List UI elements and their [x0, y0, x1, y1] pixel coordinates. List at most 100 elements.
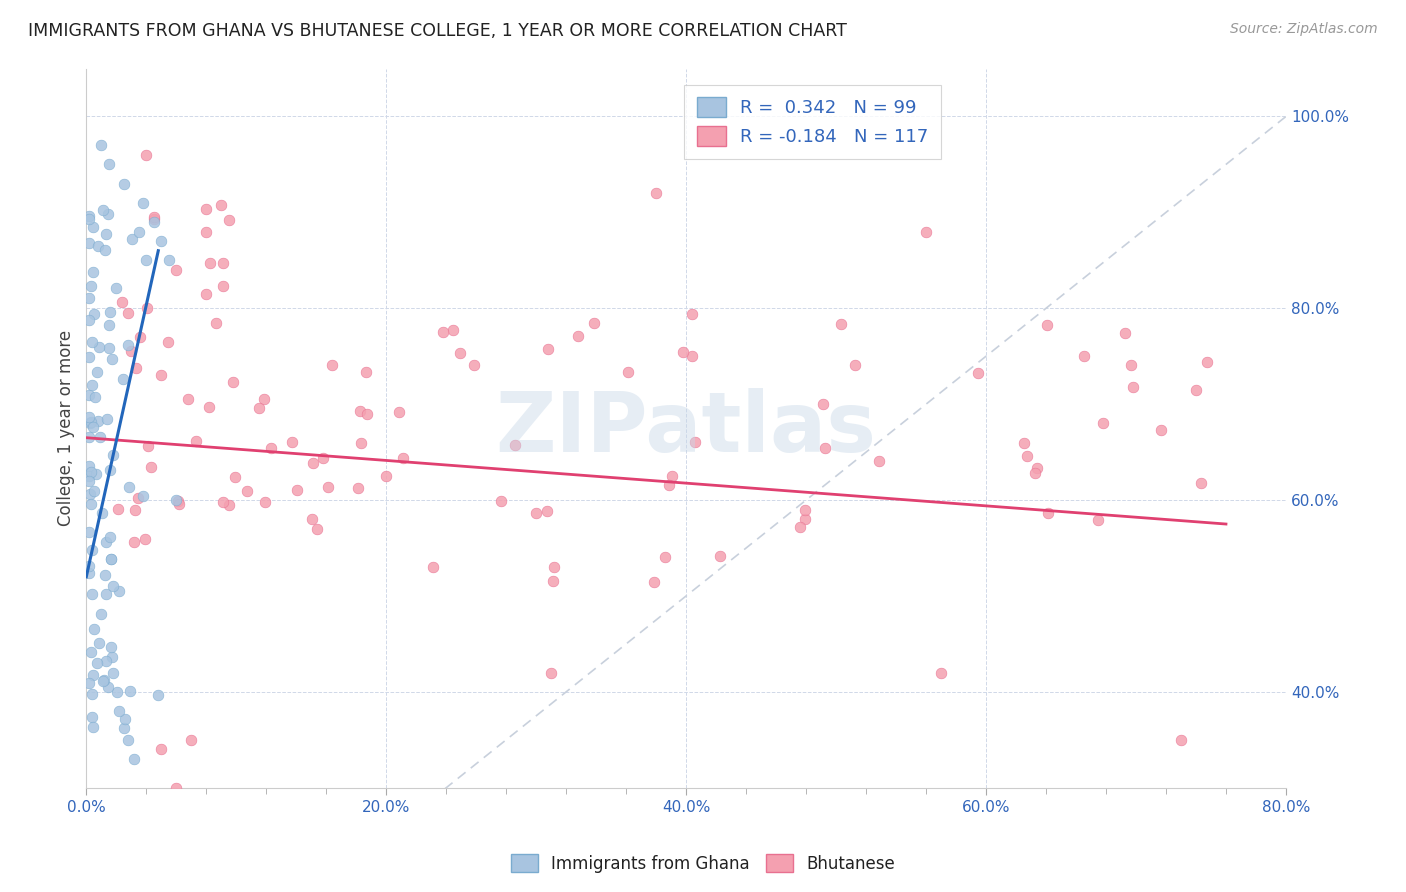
Point [97, 341, 120, 355]
Point [1036, 506, 1059, 520]
Point [1122, 380, 1144, 394]
Point [104, 281, 127, 295]
Point [212, 255, 235, 269]
Point [209, 198, 232, 212]
Point [128, 225, 150, 239]
Point [82, 220, 104, 235]
Point [811, 397, 834, 411]
Point [83, 483, 105, 498]
Point [205, 316, 228, 330]
Point [86, 656, 108, 670]
Point [80, 687, 103, 701]
Point [253, 392, 276, 406]
Y-axis label: College, 1 year or more: College, 1 year or more [58, 330, 75, 526]
Point [165, 492, 187, 507]
Point [537, 343, 560, 357]
Point [195, 225, 218, 239]
Point [118, 683, 141, 698]
Point [195, 287, 218, 301]
Point [794, 512, 817, 526]
Point [135, 253, 157, 268]
Point [1024, 466, 1046, 480]
Point [83, 390, 105, 404]
Point [432, 326, 454, 340]
Text: Source: ZipAtlas.com: Source: ZipAtlas.com [1230, 22, 1378, 37]
Point [111, 372, 134, 386]
Point [236, 483, 259, 498]
Point [489, 494, 512, 508]
Point [86, 467, 108, 481]
Point [194, 202, 217, 216]
Point [121, 232, 143, 246]
Point [374, 469, 396, 483]
Point [98, 530, 121, 544]
Point [122, 534, 145, 549]
Point [100, 640, 122, 654]
Point [82, 420, 104, 434]
Point [347, 482, 370, 496]
Point [449, 346, 471, 360]
Point [79, 312, 101, 326]
Point [107, 685, 129, 699]
Point [321, 358, 343, 372]
Point [224, 470, 246, 484]
Point [157, 334, 180, 349]
Point [1017, 449, 1039, 463]
Point [645, 186, 668, 201]
Point [356, 407, 378, 421]
Point [93, 673, 115, 688]
Point [643, 574, 665, 589]
Legend: Immigrants from Ghana, Bhutanese: Immigrants from Ghana, Bhutanese [505, 847, 901, 880]
Point [316, 480, 339, 494]
Point [114, 712, 136, 726]
Point [94, 568, 117, 582]
Point [87, 239, 110, 253]
Point [198, 255, 221, 269]
Point [89, 429, 111, 443]
Point [91, 506, 114, 520]
Point [254, 494, 277, 508]
Point [567, 329, 589, 343]
Point [184, 434, 207, 449]
Point [108, 584, 131, 599]
Point [87, 413, 110, 427]
Point [1189, 476, 1212, 491]
Point [157, 253, 180, 268]
Point [392, 450, 415, 465]
Point [388, 405, 411, 419]
Point [87, 636, 110, 650]
Point [301, 512, 323, 526]
Point [82, 668, 104, 682]
Point [1091, 416, 1114, 430]
Point [543, 559, 565, 574]
Point [441, 323, 464, 337]
Point [503, 438, 526, 452]
Point [1087, 513, 1109, 527]
Point [79, 430, 101, 444]
Point [929, 665, 952, 680]
Point [536, 503, 558, 517]
Point [247, 401, 270, 416]
Point [312, 451, 335, 466]
Point [82, 335, 104, 350]
Point [79, 458, 101, 473]
Point [1195, 355, 1218, 369]
Point [1114, 326, 1136, 340]
Point [136, 439, 159, 453]
Point [108, 704, 131, 718]
Point [80, 710, 103, 724]
Point [134, 532, 156, 546]
Point [83, 622, 105, 636]
Point [141, 459, 163, 474]
Point [100, 352, 122, 367]
Point [80, 543, 103, 558]
Point [1185, 384, 1208, 398]
Point [79, 497, 101, 511]
Point [617, 365, 640, 379]
Point [79, 351, 101, 365]
Point [107, 502, 129, 516]
Point [94, 587, 117, 601]
Point [111, 294, 134, 309]
Point [661, 469, 683, 483]
Point [218, 498, 240, 512]
